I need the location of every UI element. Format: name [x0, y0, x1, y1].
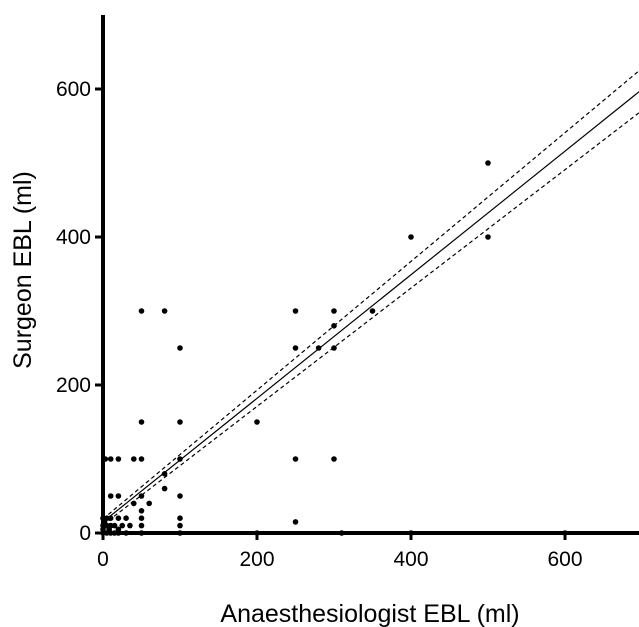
data-point [138, 308, 145, 314]
data-points [100, 160, 568, 536]
data-point [161, 308, 168, 314]
y-axis-title: Surgeon EBL (ml) [9, 171, 37, 369]
data-point [115, 493, 122, 499]
data-point [131, 456, 137, 462]
data-point [104, 515, 110, 521]
data-point [107, 456, 114, 462]
data-point [331, 308, 337, 314]
data-point [115, 526, 122, 533]
data-point [292, 456, 299, 462]
x-tick-label: 400 [393, 548, 428, 571]
data-point [115, 456, 122, 462]
confidence-lower-line [102, 112, 639, 526]
x-axis-title: Anaesthesiologist EBL (ml) [220, 600, 519, 627]
ticks: 0 200 400 600 0 200 400 600 [56, 78, 583, 571]
data-point [177, 515, 183, 521]
y-tick-label: 200 [56, 374, 91, 397]
data-point [177, 456, 183, 462]
data-point [161, 485, 168, 492]
regression-line [102, 91, 639, 523]
y-tick-label: 600 [56, 78, 91, 101]
data-point [485, 160, 491, 166]
data-point [485, 234, 491, 240]
data-point [331, 456, 337, 462]
data-point [111, 522, 118, 529]
data-point [107, 493, 114, 499]
x-tick-label: 0 [97, 548, 109, 571]
data-point [115, 515, 122, 521]
data-point [408, 234, 414, 240]
data-point [315, 345, 322, 351]
data-point [138, 515, 145, 521]
data-point [177, 345, 183, 351]
data-point [138, 419, 145, 425]
data-point [177, 493, 183, 499]
y-tick-label: 400 [56, 226, 91, 249]
data-point [138, 456, 145, 462]
data-point [138, 508, 145, 514]
data-point [131, 500, 137, 507]
x-tick-label: 200 [239, 548, 274, 571]
y-tick-label: 0 [79, 522, 91, 545]
data-point [292, 345, 299, 351]
data-point [107, 522, 114, 529]
data-point [146, 500, 152, 507]
x-tick-label: 600 [547, 548, 582, 571]
data-point [123, 515, 129, 521]
data-point [331, 345, 337, 351]
data-point [177, 522, 183, 529]
fit-lines [102, 70, 639, 526]
data-point [119, 522, 126, 529]
axes [101, 15, 639, 535]
data-point [292, 519, 299, 525]
data-point [177, 419, 183, 425]
data-point [127, 522, 133, 529]
data-point [138, 493, 145, 499]
data-point [369, 308, 376, 314]
data-point [161, 471, 168, 477]
data-point [138, 522, 145, 529]
data-point [107, 515, 114, 521]
data-point [292, 308, 299, 314]
confidence-upper-line [102, 70, 639, 520]
data-point [331, 323, 337, 329]
data-point [254, 419, 260, 425]
